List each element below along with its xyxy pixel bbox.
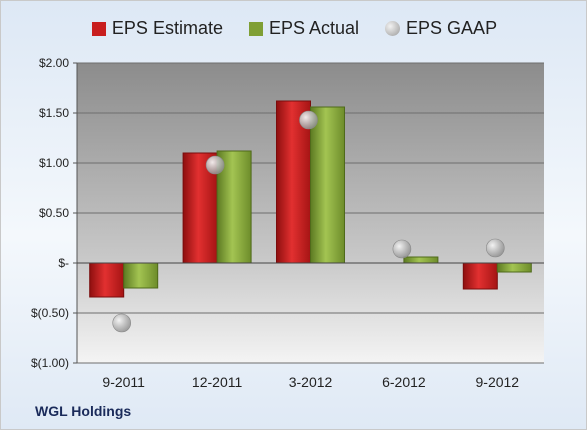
actual-swatch [248, 21, 263, 36]
estimate-swatch [91, 21, 106, 36]
bar-eps-estimate [89, 262, 125, 298]
bar-eps-actual [496, 262, 532, 273]
legend: EPS Estimate EPS Actual EPS GAAP [1, 18, 587, 39]
marker-eps-gaap [485, 238, 505, 258]
x-tick-label: 3-2012 [289, 374, 333, 390]
y-tick-label: $1.00 [39, 156, 69, 170]
x-tick-label: 6-2012 [382, 374, 426, 390]
company-name: WGL Holdings [35, 403, 132, 419]
legend-label-gaap: EPS GAAP [406, 18, 498, 38]
bar-eps-actual [123, 262, 159, 289]
legend-item-actual: EPS Actual [248, 18, 360, 39]
bars [89, 100, 532, 333]
bar-eps-actual [216, 150, 252, 264]
y-tick-label: $2.00 [39, 56, 69, 70]
legend-label-actual: EPS Actual [268, 18, 360, 38]
bar-eps-actual [310, 106, 345, 264]
bar-eps-actual [403, 256, 439, 264]
bar-eps-estimate [462, 262, 498, 290]
y-tick-label: $1.50 [39, 106, 69, 120]
x-tick-label: 9-2012 [476, 374, 520, 390]
marker-eps-gaap [112, 313, 131, 333]
marker-eps-gaap [392, 239, 412, 259]
legend-label-estimate: EPS Estimate [111, 18, 223, 38]
y-tick-label: $(1.00) [31, 356, 69, 370]
marker-eps-gaap [299, 110, 318, 130]
x-tick-label: 12-2011 [192, 374, 243, 390]
y-tick-label: $0.50 [39, 206, 69, 220]
legend-item-estimate: EPS Estimate [91, 18, 223, 39]
y-axis: $2.00 $1.50 $1.00 $0.50 $- $(0.50) $(1.00) [31, 56, 78, 370]
x-axis: 9-2011 12-2011 3-2012 6-2012 9-2012 [77, 262, 544, 390]
legend-item-gaap: EPS GAAP [385, 18, 497, 39]
gaap-swatch [385, 21, 401, 36]
y-tick-label: $- [58, 256, 69, 270]
marker-eps-gaap [205, 155, 225, 175]
x-tick-label: 9-2011 [102, 374, 145, 390]
y-tick-label: $(0.50) [31, 306, 69, 320]
